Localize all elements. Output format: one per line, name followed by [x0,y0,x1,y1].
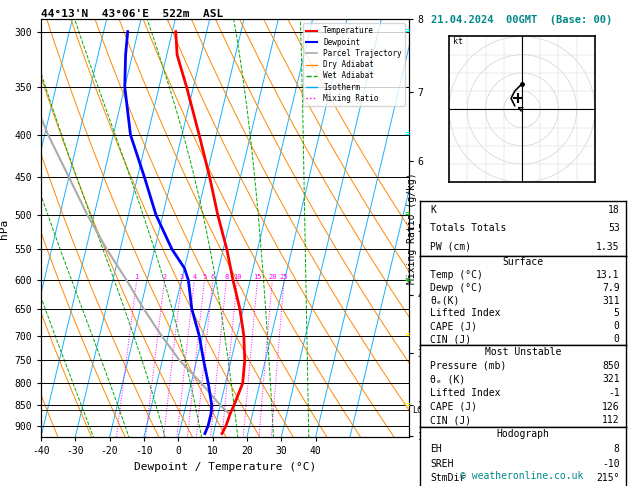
Text: 21.04.2024  00GMT  (Base: 00): 21.04.2024 00GMT (Base: 00) [431,15,613,25]
Text: LCL: LCL [413,406,427,415]
Text: CIN (J): CIN (J) [430,334,472,344]
Text: 2: 2 [162,274,167,280]
Text: θₑ (K): θₑ (K) [430,374,465,384]
Text: =: = [405,400,410,410]
Text: 0: 0 [614,321,620,331]
X-axis label: Dewpoint / Temperature (°C): Dewpoint / Temperature (°C) [134,462,316,472]
Text: 311: 311 [602,295,620,306]
Text: =: = [405,331,410,340]
Text: Temp (°C): Temp (°C) [430,270,483,280]
Text: 321: 321 [602,374,620,384]
Text: 0: 0 [614,334,620,344]
Text: 44°13'N  43°06'E  522m  ASL: 44°13'N 43°06'E 522m ASL [41,9,223,18]
Text: 15: 15 [253,274,262,280]
Text: 13.1: 13.1 [596,270,620,280]
Text: 20: 20 [268,274,277,280]
Text: PW (cm): PW (cm) [430,242,472,252]
Text: =: = [405,130,410,139]
Text: 10: 10 [233,274,242,280]
Text: =: = [405,210,410,219]
Text: 126: 126 [602,401,620,412]
Y-axis label: km
ASL: km ASL [431,218,449,239]
Text: K: K [430,205,436,215]
Text: 8: 8 [225,274,228,280]
Text: SREH: SREH [430,458,454,469]
Text: 850: 850 [602,361,620,371]
Text: 215°: 215° [596,473,620,483]
Text: CIN (J): CIN (J) [430,415,472,425]
Text: EH: EH [430,444,442,454]
Text: 18: 18 [608,205,620,215]
Text: Surface: Surface [503,257,543,267]
Text: Dewp (°C): Dewp (°C) [430,283,483,293]
Text: CAPE (J): CAPE (J) [430,401,477,412]
Text: 5: 5 [614,308,620,318]
Text: Mixing Ratio (g/kg): Mixing Ratio (g/kg) [407,173,417,284]
Text: 7.9: 7.9 [602,283,620,293]
Text: -1: -1 [608,388,620,398]
Text: Most Unstable: Most Unstable [485,347,561,357]
Legend: Temperature, Dewpoint, Parcel Trajectory, Dry Adiabat, Wet Adiabat, Isotherm, Mi: Temperature, Dewpoint, Parcel Trajectory… [303,23,405,106]
Text: 5: 5 [203,274,206,280]
Text: © weatheronline.co.uk: © weatheronline.co.uk [460,471,584,481]
Text: -10: -10 [602,458,620,469]
Text: CAPE (J): CAPE (J) [430,321,477,331]
Text: 8: 8 [614,444,620,454]
Text: 1: 1 [135,274,139,280]
Text: 1.35: 1.35 [596,242,620,252]
Text: 4: 4 [192,274,196,280]
Text: θₑ(K): θₑ(K) [430,295,460,306]
Text: StmDir: StmDir [430,473,465,483]
Text: 53: 53 [608,224,620,233]
Text: 25: 25 [280,274,288,280]
Text: =: = [405,276,410,285]
Text: 3: 3 [179,274,184,280]
Y-axis label: hPa: hPa [0,218,9,239]
Text: Lifted Index: Lifted Index [430,308,501,318]
Text: 112: 112 [602,415,620,425]
Text: Pressure (mb): Pressure (mb) [430,361,507,371]
Text: 6: 6 [211,274,215,280]
Text: Lifted Index: Lifted Index [430,388,501,398]
Text: kt: kt [453,37,463,46]
Text: =: = [405,27,410,36]
Text: Totals Totals: Totals Totals [430,224,507,233]
Text: Hodograph: Hodograph [496,429,549,439]
